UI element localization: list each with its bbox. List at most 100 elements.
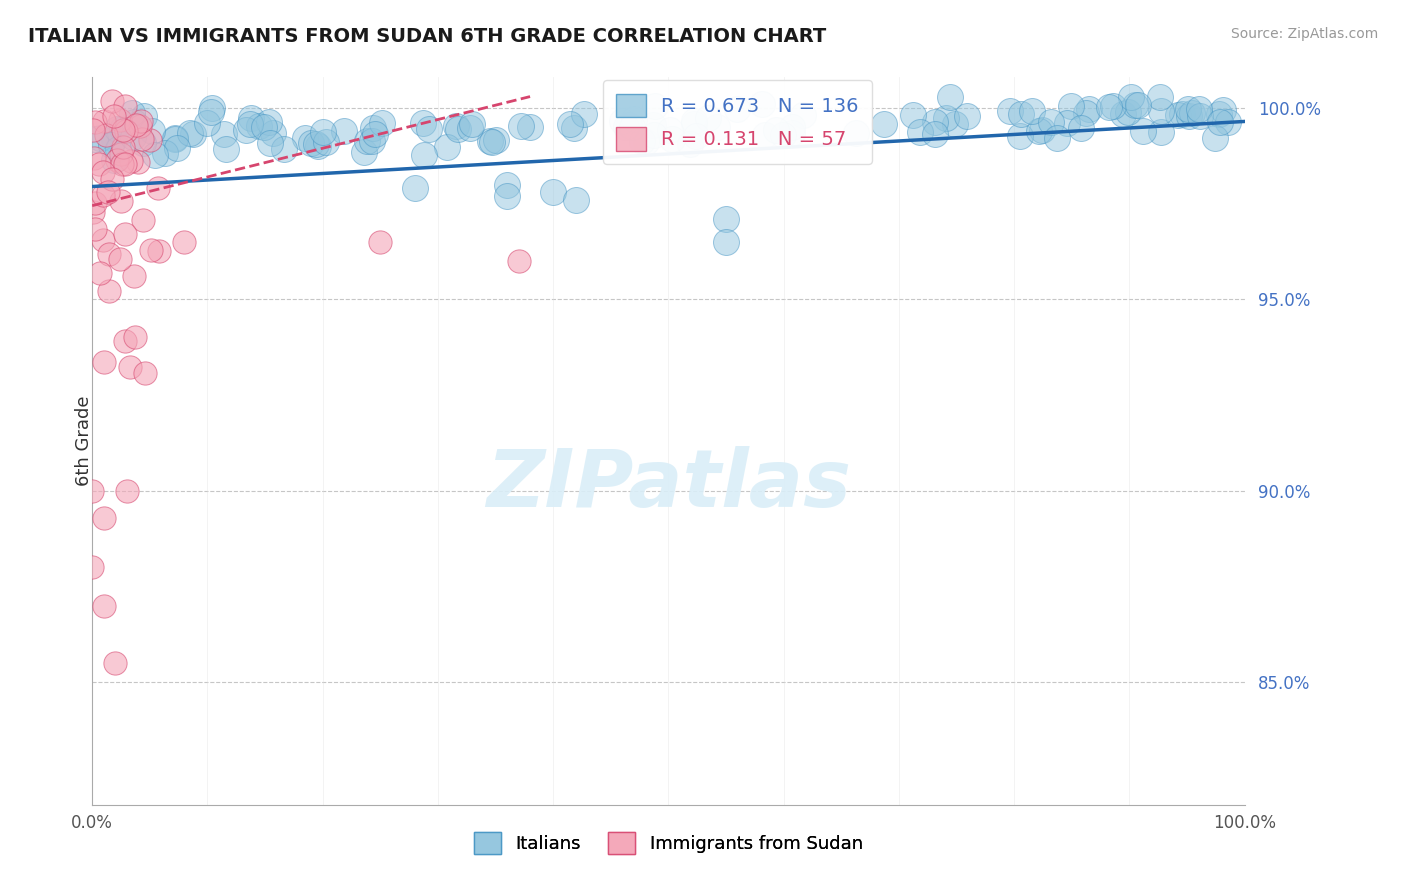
Point	[509, 119, 531, 133]
Point	[1150, 125, 1173, 139]
Point	[124, 269, 146, 284]
Point	[165, 132, 187, 146]
Point	[478, 134, 501, 148]
Point	[104, 656, 127, 670]
Point	[315, 136, 337, 150]
Point	[84, 132, 107, 146]
Point	[792, 108, 814, 122]
Point	[956, 109, 979, 123]
Point	[1008, 128, 1031, 143]
Point	[212, 127, 235, 141]
Point	[87, 156, 110, 170]
Point	[1149, 89, 1171, 103]
Point	[412, 148, 434, 162]
Point	[115, 124, 138, 138]
Point	[361, 134, 384, 148]
Point	[122, 114, 145, 128]
Point	[114, 334, 136, 349]
Point	[114, 227, 136, 241]
Point	[643, 128, 665, 142]
Point	[772, 128, 794, 142]
Point	[141, 244, 163, 258]
Point	[262, 126, 284, 140]
Point	[901, 108, 924, 122]
Point	[998, 103, 1021, 118]
Y-axis label: 6th Grade: 6th Grade	[75, 396, 93, 486]
Point	[93, 599, 115, 613]
Point	[143, 148, 166, 162]
Point	[1209, 114, 1232, 128]
Point	[82, 123, 104, 137]
Point	[565, 193, 588, 207]
Point	[97, 186, 120, 200]
Point	[780, 120, 803, 135]
Point	[714, 235, 737, 249]
Point	[1056, 116, 1078, 130]
Point	[1112, 106, 1135, 120]
Point	[697, 112, 720, 126]
Point	[200, 104, 222, 119]
Point	[163, 131, 186, 145]
Point	[1097, 100, 1119, 114]
Point	[412, 116, 434, 130]
Point	[644, 99, 666, 113]
Point	[1076, 106, 1098, 120]
Point	[103, 109, 125, 123]
Point	[508, 254, 530, 268]
Point	[368, 235, 391, 249]
Point	[481, 135, 503, 149]
Point	[105, 122, 128, 136]
Text: ZIPatlas: ZIPatlas	[486, 446, 851, 524]
Point	[1101, 99, 1123, 113]
Point	[436, 140, 458, 154]
Point	[1167, 108, 1189, 122]
Point	[1031, 123, 1053, 137]
Point	[107, 142, 129, 156]
Point	[765, 123, 787, 137]
Point	[114, 99, 136, 113]
Point	[1177, 103, 1199, 117]
Point	[371, 116, 394, 130]
Point	[541, 186, 564, 200]
Point	[98, 246, 121, 260]
Point	[148, 244, 170, 258]
Point	[356, 134, 378, 148]
Point	[153, 146, 176, 161]
Point	[444, 119, 467, 133]
Point	[93, 510, 115, 524]
Point	[91, 165, 114, 179]
Point	[623, 112, 645, 126]
Point	[679, 137, 702, 152]
Point	[924, 127, 946, 141]
Point	[631, 135, 654, 149]
Point	[418, 122, 440, 136]
Text: ITALIAN VS IMMIGRANTS FROM SUDAN 6TH GRADE CORRELATION CHART: ITALIAN VS IMMIGRANTS FROM SUDAN 6TH GRA…	[28, 27, 827, 45]
Point	[247, 119, 270, 133]
Point	[1078, 102, 1101, 116]
Point	[305, 136, 328, 151]
Point	[173, 235, 195, 249]
Point	[1208, 107, 1230, 121]
Point	[110, 147, 132, 161]
Point	[121, 129, 143, 144]
Point	[1010, 107, 1032, 121]
Point	[1040, 115, 1063, 129]
Point	[447, 121, 470, 136]
Point	[201, 101, 224, 115]
Point	[845, 126, 868, 140]
Point	[519, 120, 541, 134]
Point	[91, 233, 114, 247]
Point	[105, 153, 128, 168]
Point	[1188, 102, 1211, 116]
Point	[659, 123, 682, 137]
Point	[485, 133, 508, 147]
Point	[683, 114, 706, 128]
Point	[166, 141, 188, 155]
Point	[458, 120, 481, 135]
Point	[1218, 114, 1240, 128]
Point	[100, 94, 122, 108]
Point	[89, 131, 111, 145]
Point	[111, 157, 134, 171]
Point	[253, 120, 276, 135]
Point	[725, 102, 748, 116]
